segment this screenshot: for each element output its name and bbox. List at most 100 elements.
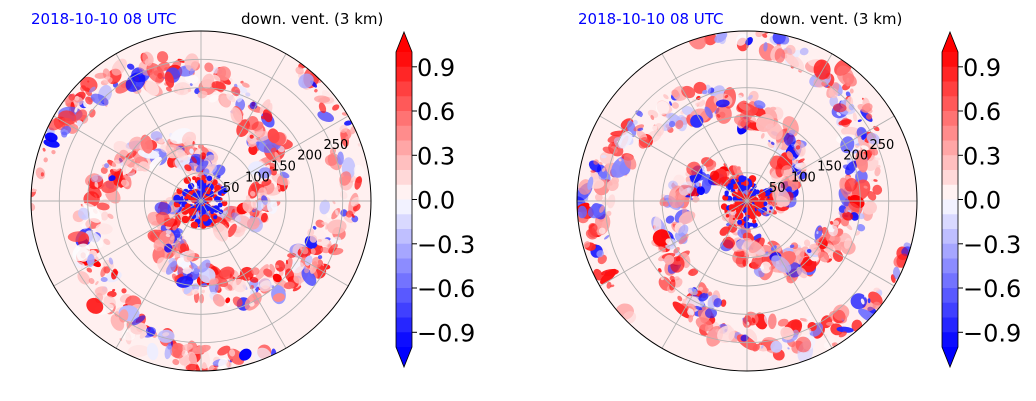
field-cell bbox=[311, 256, 323, 268]
colorbar-level bbox=[942, 184, 958, 200]
radial-tick-label: 100 bbox=[245, 170, 270, 185]
field-cell bbox=[60, 125, 72, 136]
field-cell bbox=[787, 347, 790, 350]
field-cell bbox=[259, 280, 273, 292]
angular-gridline bbox=[200, 200, 349, 287]
field-cell bbox=[174, 204, 178, 207]
field-cell bbox=[803, 258, 813, 267]
colorbar-level bbox=[396, 243, 412, 259]
field-cell bbox=[753, 100, 766, 109]
field-cell bbox=[735, 207, 739, 211]
field-cell bbox=[177, 266, 184, 276]
field-cell bbox=[298, 73, 314, 89]
field-cell bbox=[601, 167, 606, 172]
field-cell bbox=[863, 185, 868, 189]
field-cell bbox=[245, 195, 251, 201]
field-cell bbox=[750, 213, 756, 220]
field-cell bbox=[673, 246, 680, 254]
field-cell bbox=[687, 308, 695, 317]
field-cell bbox=[218, 357, 230, 371]
colorbar-tick-label: 0.6 bbox=[963, 98, 1001, 126]
field-cell bbox=[185, 363, 198, 371]
field-cell bbox=[842, 211, 854, 221]
field-cell bbox=[849, 88, 854, 94]
colorbar-level bbox=[942, 288, 958, 304]
colorbar-level bbox=[396, 81, 412, 97]
field-cell bbox=[164, 343, 173, 360]
field-cell bbox=[713, 298, 722, 308]
field-cell bbox=[211, 165, 215, 170]
field-cell bbox=[189, 68, 194, 76]
field-cell bbox=[795, 336, 812, 353]
field-cell bbox=[217, 202, 223, 208]
colorbar-level bbox=[942, 317, 958, 333]
field-cell bbox=[733, 114, 751, 127]
field-cell bbox=[826, 258, 833, 263]
colorbar-outline bbox=[395, 30, 413, 369]
field-cell bbox=[813, 59, 831, 80]
field-cell bbox=[337, 151, 344, 165]
colorbar-level bbox=[396, 229, 412, 245]
field-cell bbox=[789, 244, 795, 249]
field-cell bbox=[196, 179, 204, 187]
field-cell bbox=[258, 167, 272, 179]
colorbar-tick-label: −0.9 bbox=[417, 319, 475, 347]
field-cell bbox=[677, 303, 689, 313]
field-cell bbox=[120, 179, 130, 187]
field-cell bbox=[326, 212, 332, 219]
angular-gridline bbox=[115, 53, 202, 202]
angular-gridline bbox=[746, 200, 895, 287]
field-cell bbox=[715, 99, 730, 108]
field-cell bbox=[201, 214, 209, 222]
field-cell bbox=[230, 107, 243, 124]
field-cell bbox=[747, 94, 753, 100]
field-cell bbox=[200, 175, 206, 181]
field-cell bbox=[758, 190, 766, 198]
field-cell bbox=[314, 95, 330, 103]
field-cell bbox=[681, 85, 696, 99]
field-cell bbox=[219, 197, 223, 201]
field-cell bbox=[714, 31, 728, 43]
heatmap-field bbox=[577, 31, 917, 371]
field-cell bbox=[593, 159, 599, 165]
field-cell bbox=[217, 66, 231, 81]
field-cell bbox=[188, 208, 197, 216]
field-cell bbox=[213, 74, 221, 82]
field-cell bbox=[803, 239, 811, 247]
angular-gridline bbox=[661, 200, 748, 349]
angular-gridline bbox=[599, 200, 748, 287]
colorbar-level bbox=[942, 258, 958, 274]
field-cell bbox=[770, 106, 777, 111]
field-cell bbox=[330, 236, 342, 246]
field-cell bbox=[832, 250, 844, 262]
field-cell bbox=[190, 221, 199, 229]
field-cell bbox=[103, 295, 116, 309]
colorbar-level bbox=[942, 66, 958, 82]
colorbar-tick-label: −0.6 bbox=[963, 275, 1021, 303]
field-cell bbox=[738, 102, 751, 111]
field-cell bbox=[242, 199, 254, 213]
field-cell bbox=[668, 120, 676, 128]
field-cell bbox=[100, 211, 109, 221]
field-cell bbox=[314, 88, 318, 93]
colorbar: 0.9 0.6 0.3 0.0 −0.3 −0.6 −0.9 bbox=[941, 30, 1021, 369]
field-cell bbox=[121, 288, 127, 294]
field-cell bbox=[844, 208, 849, 213]
field-cell bbox=[350, 196, 360, 207]
colorbar-level bbox=[396, 184, 412, 200]
field-cell bbox=[848, 104, 855, 111]
field-cell bbox=[201, 205, 205, 210]
field-cell bbox=[817, 251, 830, 263]
field-cell bbox=[94, 72, 107, 79]
field-cell bbox=[210, 210, 214, 214]
field-cell bbox=[762, 33, 768, 38]
field-cell bbox=[657, 268, 662, 273]
field-cell bbox=[275, 264, 280, 269]
field-cell bbox=[250, 190, 256, 197]
field-cell bbox=[766, 120, 783, 140]
field-cell bbox=[255, 264, 269, 281]
field-cell bbox=[857, 119, 862, 123]
field-cell bbox=[866, 132, 880, 145]
field-cell bbox=[687, 303, 697, 310]
field-cell bbox=[783, 132, 796, 147]
